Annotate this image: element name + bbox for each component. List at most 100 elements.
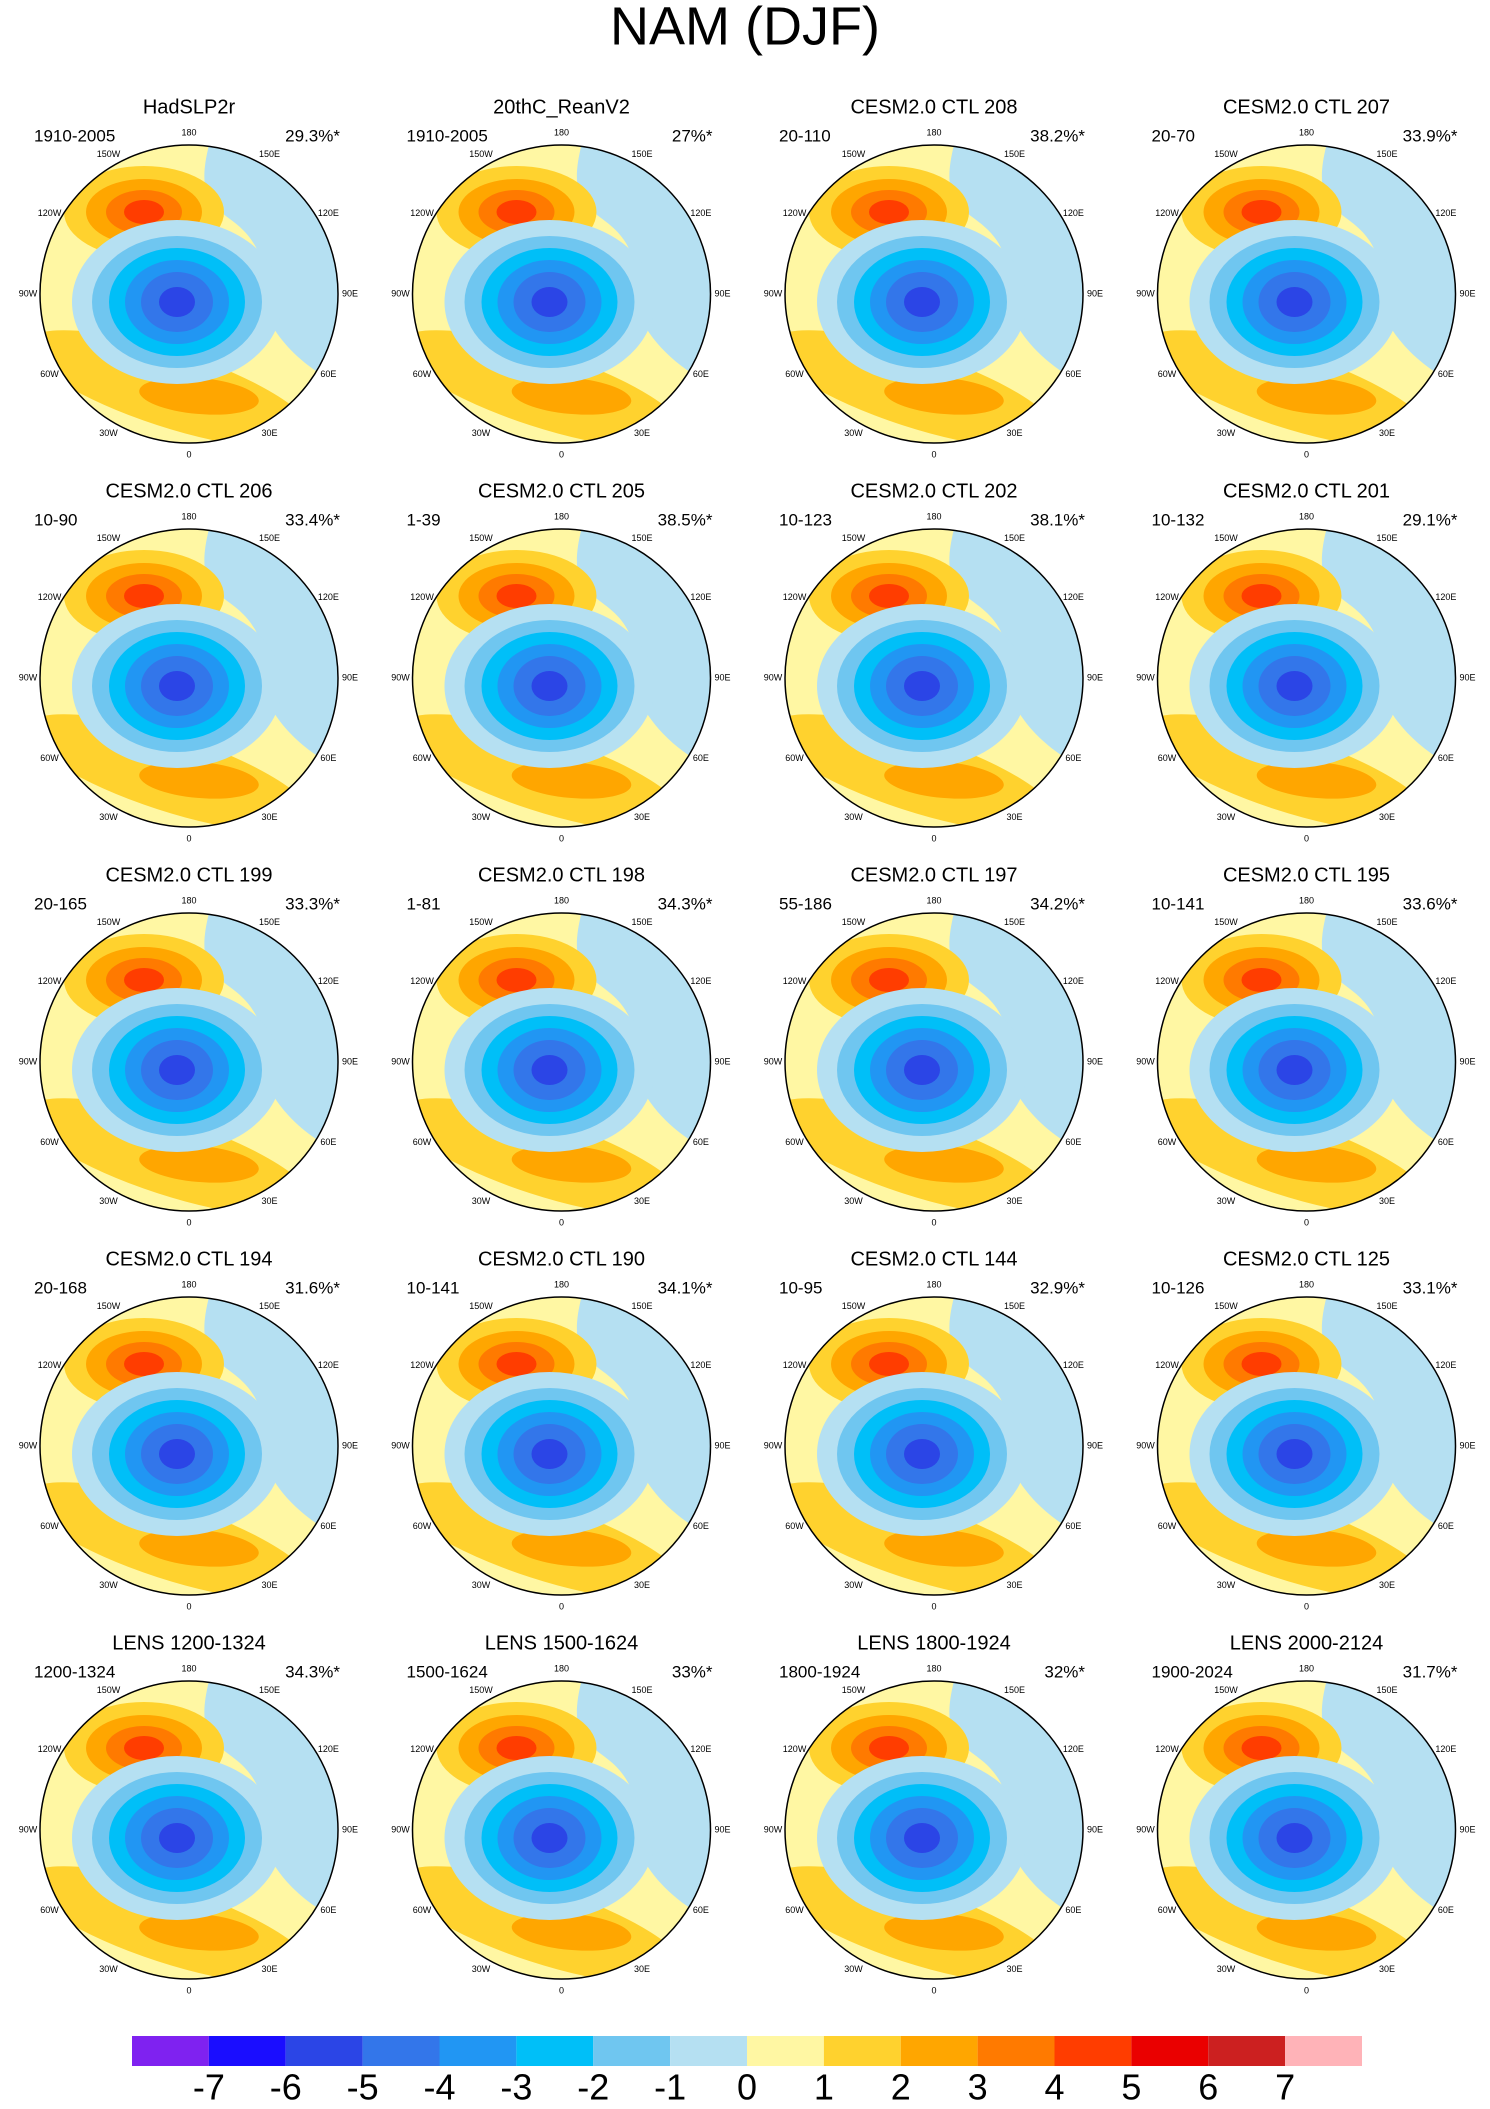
longitude-label: 60E	[1438, 753, 1454, 763]
colorbar-label: -2	[577, 2067, 609, 2108]
longitude-label: 180	[926, 1279, 941, 1289]
longitude-label: 60E	[693, 1137, 709, 1147]
longitude-label: 150E	[259, 1301, 280, 1311]
longitude-label: 30E	[261, 1196, 277, 1206]
longitude-label: 0	[186, 833, 191, 843]
longitude-label: 0	[931, 1601, 936, 1611]
longitude-label: 120W	[410, 208, 434, 218]
colorbar-box	[823, 2036, 901, 2066]
longitude-label: 0	[1304, 1217, 1309, 1227]
longitude-label: 150E	[1004, 533, 1025, 543]
longitude-label: 60E	[693, 753, 709, 763]
map-field	[785, 145, 1083, 443]
longitude-label: 0	[931, 1985, 936, 1995]
longitude-label: 90E	[714, 288, 730, 298]
longitude-label: 120W	[410, 1744, 434, 1754]
panel-title: CESM2.0 CTL 197	[850, 864, 1017, 886]
contour	[1256, 1145, 1377, 1183]
map-panel: LENS 1800-1924 1800-1924 32%* 180 150E 120E 90…	[764, 1632, 1103, 1995]
contour	[496, 584, 537, 608]
longitude-label: 30E	[1006, 1196, 1022, 1206]
map-field	[785, 1681, 1083, 1979]
longitude-label: 90E	[342, 1440, 358, 1450]
map-field	[1157, 1297, 1456, 1595]
panel-variance: 33.9%*	[1403, 126, 1458, 145]
panel-title: LENS 1200-1324	[112, 1632, 265, 1654]
longitude-label: 30W	[99, 1964, 118, 1974]
longitude-label: 60E	[1438, 369, 1454, 379]
longitude-label: 0	[186, 1985, 191, 1995]
longitude-label: 30W	[844, 812, 863, 822]
contour	[1276, 671, 1313, 701]
colorbar-box	[747, 2036, 824, 2066]
longitude-label: 30W	[844, 428, 863, 438]
contour	[576, 1297, 711, 1536]
panel-title: CESM2.0 CTL 195	[1223, 864, 1390, 886]
contour	[869, 584, 909, 608]
map-border	[39, 144, 339, 444]
longitude-label: 0	[559, 449, 564, 459]
contour	[496, 968, 537, 992]
panel-period: 1910-2005	[407, 126, 488, 145]
longitude-label: 90E	[714, 672, 730, 682]
longitude-label: 90W	[1136, 1824, 1155, 1834]
longitude-label: 90W	[19, 1440, 38, 1450]
panel-variance: 31.7%*	[1403, 1662, 1458, 1681]
longitude-label: 0	[1304, 449, 1309, 459]
longitude-label: 120W	[783, 1744, 807, 1754]
longitude-label: 150E	[1376, 1685, 1397, 1695]
colorbar-label: 5	[1121, 2067, 1141, 2108]
panel-title: CESM2.0 CTL 208	[850, 96, 1017, 118]
longitude-label: 0	[559, 1985, 564, 1995]
map-field	[412, 1297, 711, 1595]
contour	[949, 1297, 1083, 1536]
panel-variance: 29.1%*	[1403, 510, 1458, 529]
longitude-label: 60W	[785, 1905, 804, 1915]
panel-period: 10-95	[779, 1278, 822, 1297]
map-field	[785, 913, 1083, 1211]
longitude-label: 60W	[785, 1137, 804, 1147]
longitude-label: 180	[554, 1279, 569, 1289]
longitude-label: 150E	[1376, 1301, 1397, 1311]
panel-period: 1910-2005	[34, 126, 115, 145]
contour	[1321, 145, 1456, 384]
contour	[159, 1823, 195, 1853]
longitude-label: 120E	[318, 208, 339, 218]
contour	[576, 1681, 711, 1920]
longitude-label: 30W	[472, 812, 491, 822]
longitude-label: 30E	[1379, 1196, 1395, 1206]
contour	[531, 671, 568, 701]
longitude-label: 30E	[1379, 1964, 1395, 1974]
longitude-label: 60W	[40, 753, 59, 763]
longitude-label: 120E	[1435, 1744, 1456, 1754]
colorbar-label: 7	[1275, 2067, 1295, 2108]
longitude-label: 150E	[1004, 917, 1025, 927]
map-field	[412, 529, 711, 827]
colorbar-label: -5	[347, 2067, 379, 2108]
longitude-label: 150E	[631, 1301, 652, 1311]
map-border	[784, 912, 1084, 1212]
longitude-label: 120E	[690, 208, 711, 218]
map-border	[411, 144, 712, 444]
figure-title: NAM (DJF)	[610, 0, 880, 56]
longitude-label: 120W	[38, 592, 62, 602]
longitude-label: 120W	[1155, 976, 1179, 986]
map-border	[1156, 144, 1457, 444]
longitude-label: 90W	[764, 1056, 783, 1066]
contour	[949, 1681, 1083, 1920]
contour	[159, 1055, 195, 1085]
longitude-label: 60E	[693, 1905, 709, 1915]
panel-period: 20-165	[34, 894, 87, 913]
panel-variance: 38.1%*	[1030, 510, 1085, 529]
panel-period: 10-90	[34, 510, 77, 529]
colorbar-label: -6	[270, 2067, 302, 2108]
contour	[869, 968, 909, 992]
contour	[204, 529, 338, 768]
map-border	[411, 528, 712, 828]
panel-period: 10-132	[1152, 510, 1205, 529]
longitude-label: 90E	[714, 1056, 730, 1066]
longitude-label: 30E	[634, 1196, 650, 1206]
longitude-label: 30E	[1379, 428, 1395, 438]
longitude-label: 90W	[19, 288, 38, 298]
